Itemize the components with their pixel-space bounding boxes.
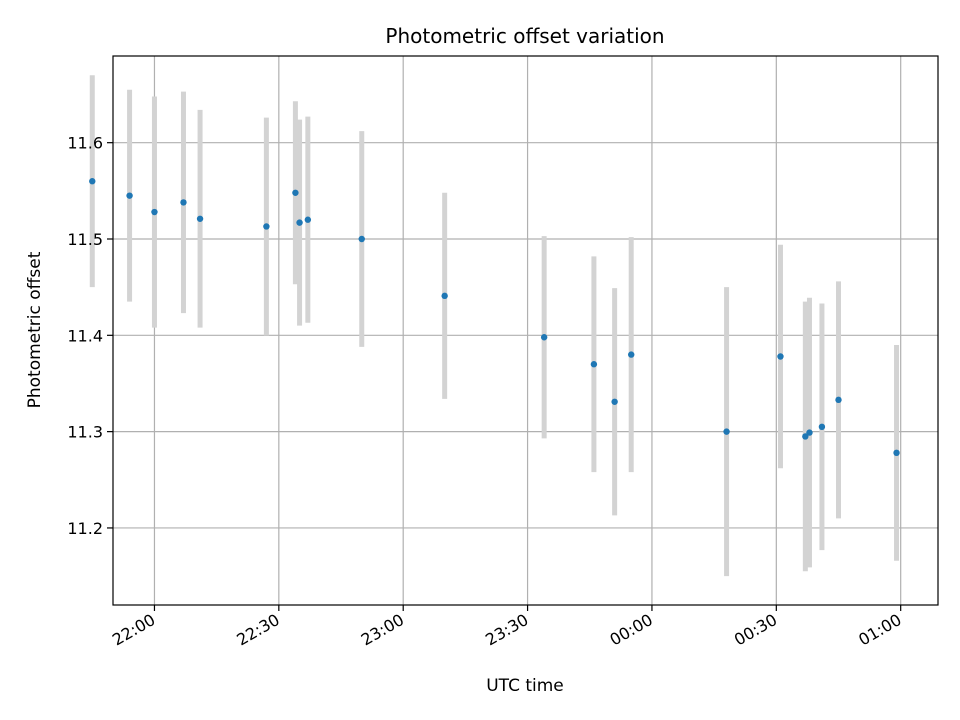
data-point [590,361,598,368]
grid [113,56,938,605]
data-point [893,449,900,457]
data-point [151,208,158,216]
x-tick-label: 00:30 [731,610,780,650]
data-point [818,423,826,431]
y-axis: 11.2 11.3 11.4 11.5 11.6 [67,134,113,538]
y-tick-label: 11.4 [67,326,103,345]
data-point [126,192,133,199]
data-point [180,199,187,206]
y-tick-label: 11.5 [67,230,103,249]
data-point [777,353,784,360]
data-point [540,334,548,341]
data-point [628,351,635,358]
data-point [263,223,270,230]
data-point [89,178,96,185]
data-points [89,178,900,457]
data-point [441,292,448,300]
x-axis-title: UTC time [486,676,564,696]
y-tick-label: 11.2 [67,519,103,538]
data-point [611,398,618,405]
x-tick-label: 00:00 [607,610,656,650]
x-tick-label: 22:30 [233,610,282,650]
y-tick-label: 11.6 [67,134,103,153]
x-axis: 22:00 22:30 23:00 23:30 00:00 00:30 01:00 [109,605,905,650]
plot-area [112,55,939,606]
x-tick-label: 01:00 [855,610,904,650]
y-tick-label: 11.3 [67,423,103,442]
data-point [835,396,842,404]
data-point [802,433,809,440]
data-point [196,215,204,222]
x-tick-label: 23:30 [482,610,531,650]
chart-title: Photometric offset variation [385,24,664,48]
data-point [723,428,730,435]
data-point [358,235,365,243]
data-point [296,219,303,226]
y-axis-title: Photometric offset [25,251,45,408]
x-tick-label: 22:00 [109,610,158,650]
x-tick-label: 23:00 [358,610,407,650]
data-point [806,429,813,436]
data-point [304,216,312,223]
data-point [292,189,299,196]
